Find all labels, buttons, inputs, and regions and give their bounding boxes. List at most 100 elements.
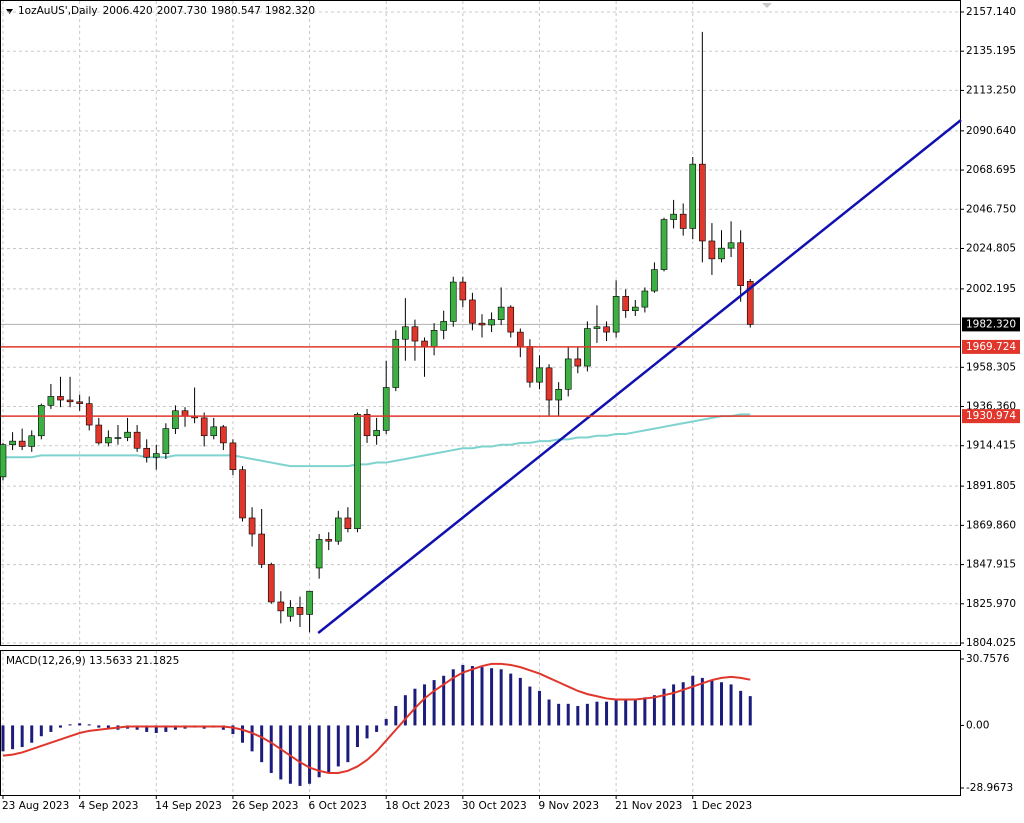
candle-body <box>85 403 93 426</box>
ohlc-value: 1980.547 <box>211 5 261 17</box>
ohlc-value: 2007.730 <box>157 5 207 17</box>
macd-bar <box>106 725 110 729</box>
y-tick-label: 2135.195 <box>966 45 1016 57</box>
macd-bar <box>308 725 312 784</box>
macd-bar <box>729 684 733 726</box>
candle-body <box>296 607 304 615</box>
candle-body <box>373 430 380 437</box>
macd-bar <box>394 705 398 726</box>
macd-bar <box>710 680 714 726</box>
macd-bar <box>739 690 743 726</box>
x-tick-label: 6 Oct 2023 <box>309 800 367 812</box>
macd-bar <box>748 696 752 726</box>
candle-body <box>47 396 55 406</box>
macd-bar <box>720 682 723 726</box>
price-label-box <box>962 317 1020 332</box>
macd-bar <box>633 699 637 726</box>
signal-line <box>2 662 751 774</box>
candle-body <box>344 517 352 529</box>
level-label-box <box>962 339 1020 354</box>
macd-bar <box>346 725 350 763</box>
candle-body <box>612 296 620 333</box>
macd-bar <box>11 725 15 750</box>
macd-bar <box>68 724 72 726</box>
y-tick-label: 0.00 <box>966 719 989 731</box>
candle-body <box>143 447 150 458</box>
macd-bar <box>700 677 704 726</box>
y-tick-label: 1891.805 <box>966 480 1016 492</box>
macd-bar <box>231 725 235 735</box>
candle-body <box>239 469 246 519</box>
y-tick-label: -28.9673 <box>966 782 1013 794</box>
macd-bar <box>336 725 340 767</box>
x-tick-label: 30 Oct 2023 <box>462 800 527 812</box>
candle-body <box>679 213 687 229</box>
y-tick-label: 1958.305 <box>966 361 1016 373</box>
x-tick-label: 26 Sep 2023 <box>232 800 299 812</box>
macd-bar <box>643 697 647 726</box>
macd-bar <box>241 725 244 743</box>
candle-body <box>210 426 218 437</box>
x-tick-label: 23 Aug 2023 <box>2 800 69 812</box>
candle-body <box>133 431 141 449</box>
candle-body <box>660 219 668 270</box>
candle-body <box>631 306 639 311</box>
macd-bar <box>260 725 264 763</box>
candle-body <box>229 442 237 471</box>
macd-bar <box>518 677 522 726</box>
candle-body <box>114 437 122 439</box>
y-tick-label: 1804.025 <box>966 637 1016 649</box>
x-tick-label: 1 Dec 2023 <box>692 800 752 812</box>
candle-body <box>248 517 256 535</box>
y-tick-label: 30.7576 <box>966 653 1010 665</box>
y-tick-label: 2046.750 <box>966 203 1016 215</box>
macd-bar <box>490 668 494 726</box>
macd-bar <box>384 718 388 726</box>
macd-bar <box>528 686 532 726</box>
candle-body <box>517 331 524 347</box>
candle-body <box>354 414 361 529</box>
candle-body <box>430 330 438 347</box>
macd-bar <box>605 701 609 726</box>
candle-body <box>469 299 476 324</box>
macd-bar <box>365 725 369 739</box>
macd-bar <box>595 701 599 726</box>
y-tick-label: 2024.805 <box>966 242 1016 254</box>
candle-body <box>555 388 562 401</box>
candle-body <box>382 387 390 431</box>
candle-body <box>124 431 131 438</box>
macd-bar <box>662 688 666 726</box>
candle-body <box>200 417 208 437</box>
macd-bar <box>442 675 446 726</box>
chart-title: 1ozAuUS',Daily <box>18 5 98 17</box>
candle-body <box>746 281 754 325</box>
macd-bar <box>547 699 551 726</box>
macd-bar <box>461 664 465 726</box>
macd-bar <box>499 669 503 726</box>
macd-bar <box>566 703 570 726</box>
y-tick-label: 2002.195 <box>966 283 1016 295</box>
candle-body <box>57 396 64 401</box>
candle-body <box>76 401 83 404</box>
macd-bar <box>432 680 436 726</box>
candle-body <box>593 326 601 329</box>
candle-body <box>411 326 419 342</box>
candle-body <box>0 444 7 478</box>
macd-bar <box>470 666 474 726</box>
macd-bar <box>87 724 91 726</box>
macd-bar <box>145 725 149 732</box>
candle-body <box>334 517 342 542</box>
macd-bar <box>691 675 695 726</box>
candle-body <box>95 424 103 444</box>
macd-bar <box>403 695 407 726</box>
candle-body <box>392 338 400 388</box>
candle-body <box>181 410 189 417</box>
y-tick-label: 2113.250 <box>966 84 1016 96</box>
candle-body <box>545 367 553 401</box>
macd-bar <box>509 673 513 726</box>
macd-bar <box>652 695 656 726</box>
candle-body <box>152 453 160 458</box>
candle-body <box>727 242 735 249</box>
